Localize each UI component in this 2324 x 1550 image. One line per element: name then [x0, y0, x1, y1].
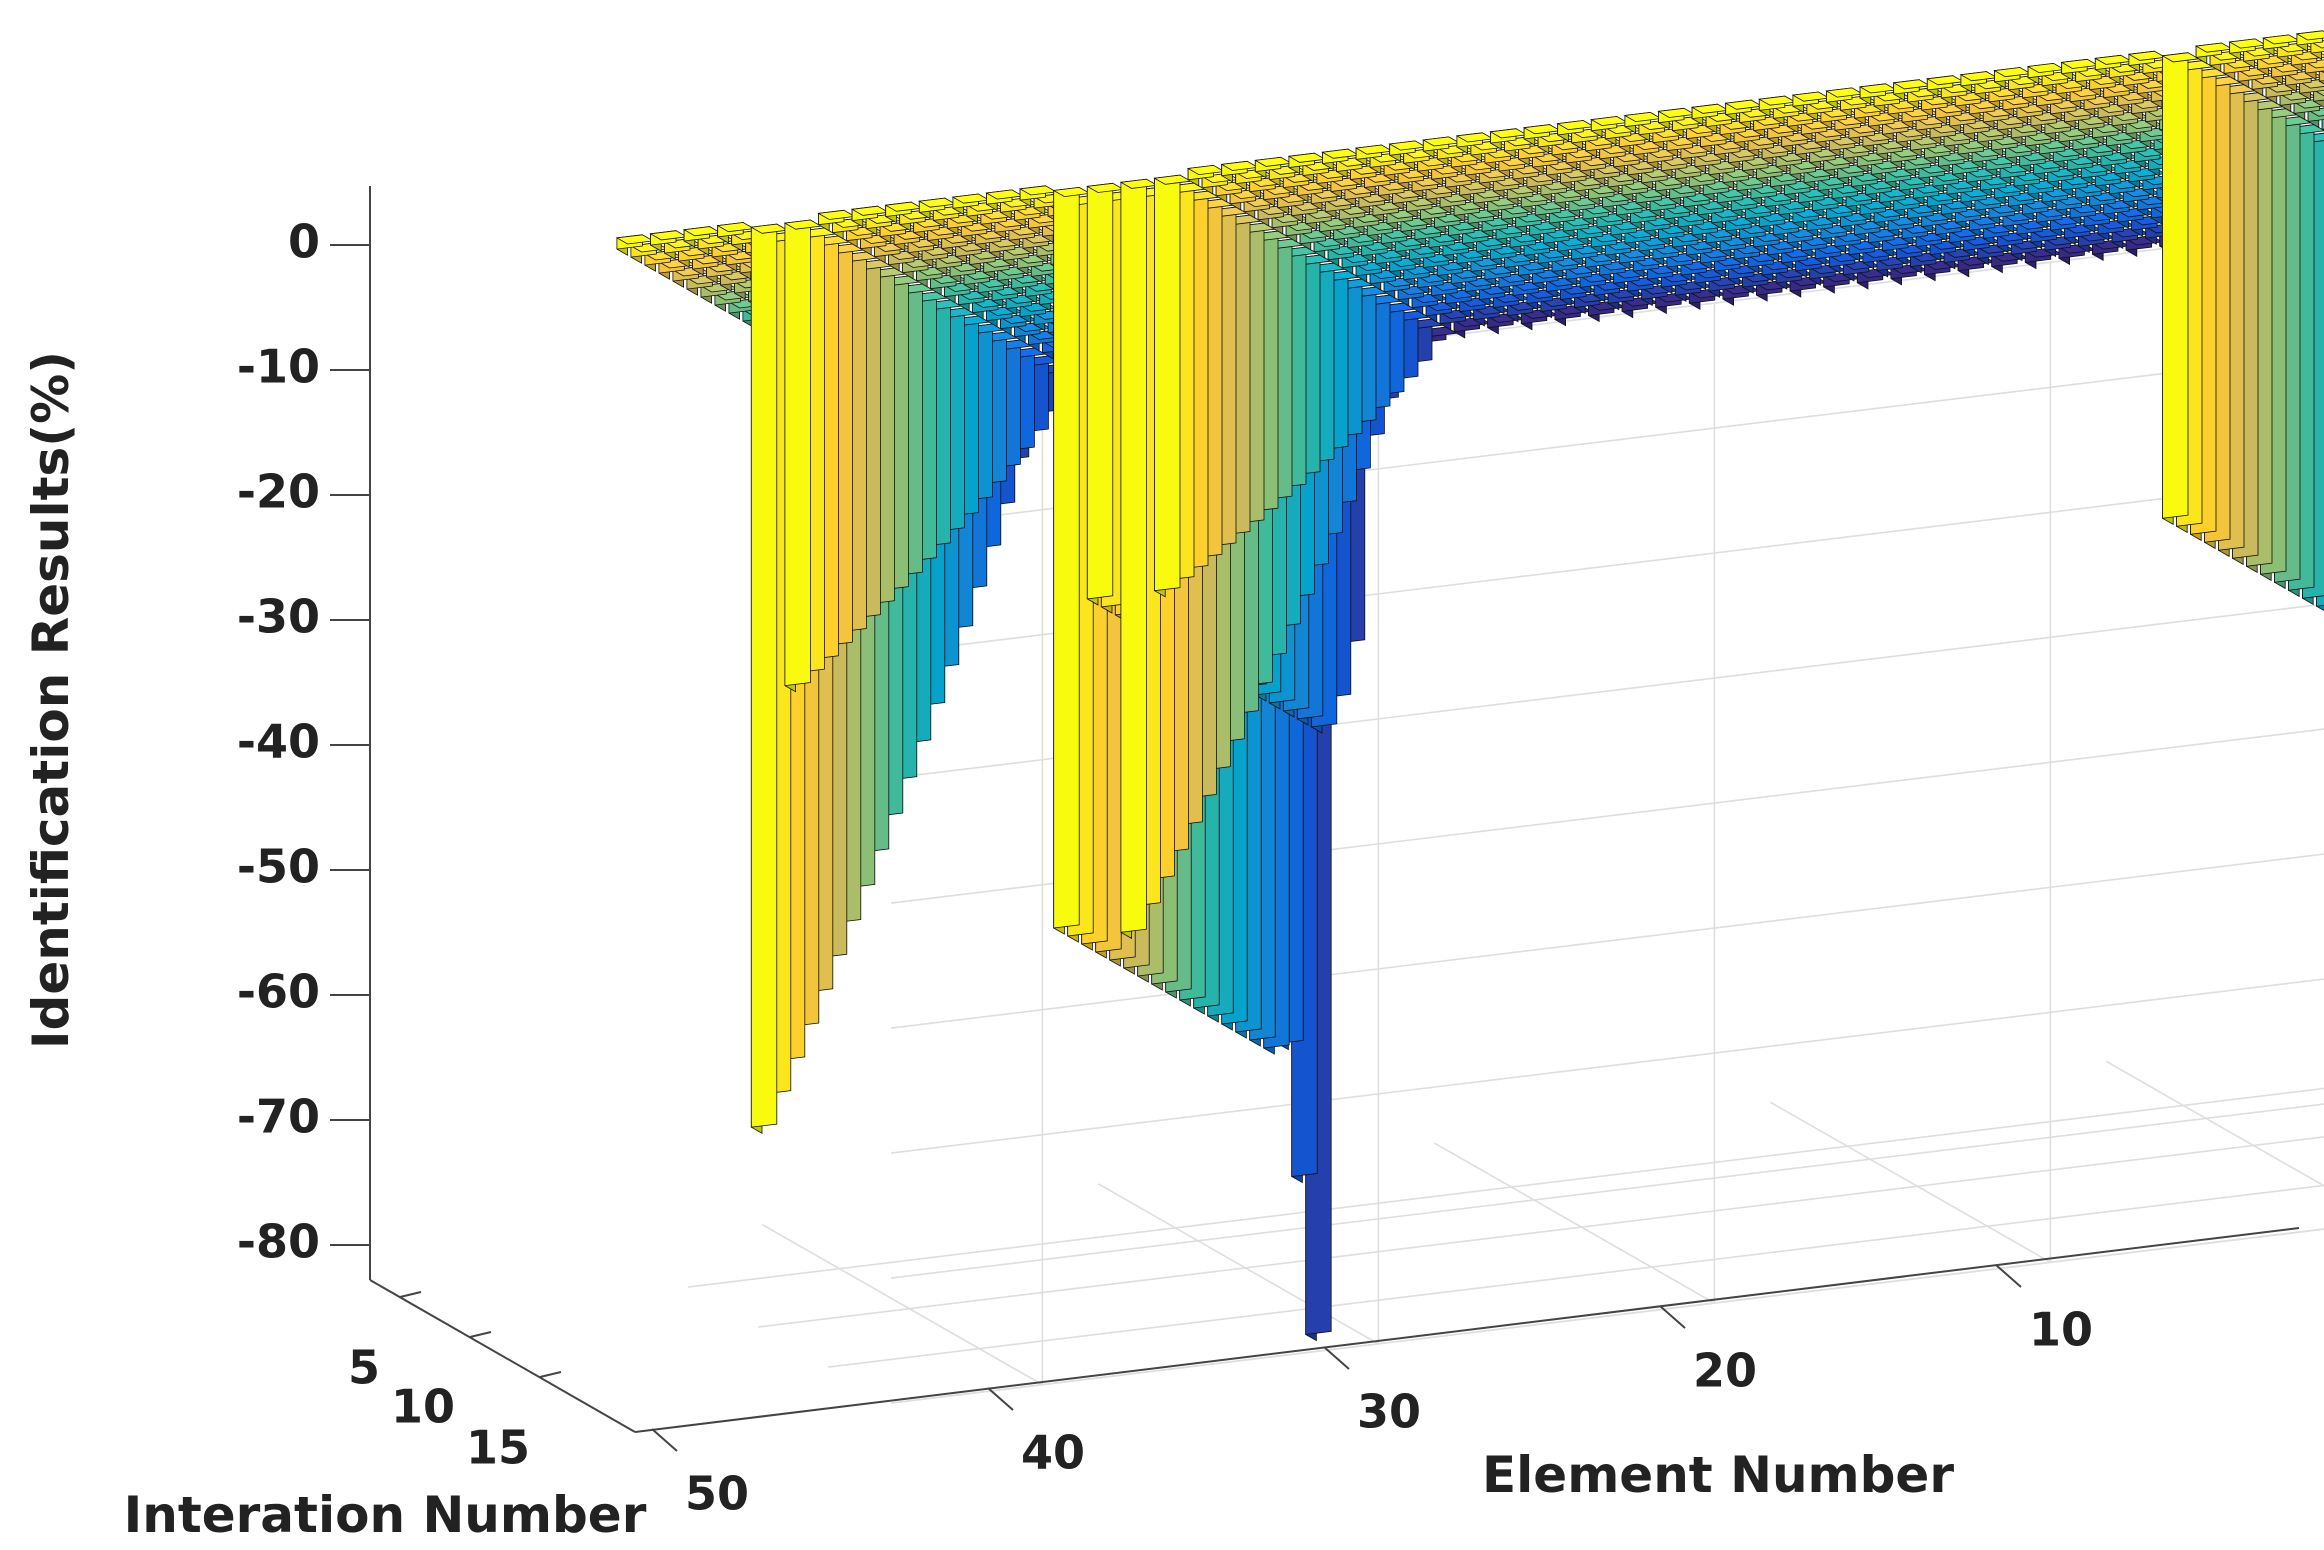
axes — [369, 186, 2300, 1433]
z-tick-label: -10 — [237, 340, 320, 394]
bar — [1892, 79, 1932, 101]
bar — [2194, 42, 2234, 65]
bar — [2094, 54, 2133, 77]
bar — [1828, 135, 1867, 158]
y-ticks: 5 10 15 — [348, 1291, 562, 1475]
x-tick-label: 30 — [1357, 1385, 1421, 1439]
y-axis-line — [369, 1279, 636, 1433]
bar — [1489, 128, 1528, 150]
bar — [1825, 87, 1864, 109]
bar — [2060, 58, 2100, 81]
bars — [615, 30, 2324, 1342]
z-tick-label: -40 — [237, 715, 320, 769]
bar — [817, 209, 856, 232]
bar — [750, 223, 789, 1134]
bar — [1153, 174, 1192, 598]
z-tick-label: -70 — [237, 1090, 320, 1144]
bar — [1556, 120, 1596, 142]
bar — [1623, 111, 1663, 134]
bar — [1321, 148, 1360, 171]
bar — [1993, 67, 2032, 89]
bar — [716, 222, 756, 244]
bar — [682, 226, 722, 248]
bar — [1522, 124, 1562, 146]
z-tick-label: 0 — [288, 215, 320, 269]
bar — [850, 205, 890, 228]
bar — [783, 219, 823, 693]
z-ticks: 0 -10 -20 -30 -40 -50 -60 -70 -80 — [237, 215, 370, 1269]
bar — [1220, 160, 1260, 183]
x-tick-label: 10 — [2029, 1303, 2093, 1357]
bar — [1354, 144, 1394, 167]
bar — [1590, 116, 1629, 138]
bar — [2161, 52, 2200, 526]
z-tick-label: -60 — [237, 965, 320, 1019]
bar — [2228, 38, 2268, 61]
y-axis-title: Interation Number — [124, 1486, 647, 1544]
bar — [1858, 83, 1898, 105]
bar — [1052, 186, 1092, 935]
bar — [985, 189, 1024, 211]
bar — [615, 234, 655, 256]
bar — [1455, 132, 1495, 154]
z-tick-label: -50 — [237, 840, 320, 894]
y-tick-label: 15 — [466, 1421, 530, 1475]
bar — [1758, 95, 1797, 118]
bar — [1287, 152, 1327, 175]
y-tick-label: 10 — [391, 1380, 455, 1434]
x-ticks: 10 20 30 40 50 — [651, 1264, 2093, 1521]
bar — [2026, 62, 2066, 85]
bar — [2127, 50, 2167, 73]
bar — [1119, 178, 1159, 940]
bar — [1254, 156, 1293, 179]
bar — [1657, 107, 1696, 130]
x-axis-line — [634, 1227, 2300, 1433]
bar — [1086, 182, 1125, 606]
bar — [1724, 99, 1764, 122]
x-tick-label: 40 — [1021, 1426, 1085, 1480]
bar — [884, 201, 924, 224]
bar — [1690, 103, 1730, 126]
bar — [1791, 91, 1831, 114]
bar — [1186, 164, 1226, 187]
bar — [2262, 34, 2301, 56]
bar — [1388, 140, 1428, 163]
bar — [951, 193, 991, 216]
z-tick-label: -30 — [237, 590, 320, 644]
bar — [649, 230, 688, 252]
bar — [1959, 71, 1999, 93]
y-tick-label: 5 — [348, 1341, 380, 1395]
x-tick-label: 50 — [685, 1467, 749, 1521]
bar — [1422, 136, 1461, 158]
z-tick-label: -20 — [237, 465, 320, 519]
x-axis-title: Element Number — [1482, 1446, 1954, 1504]
bar — [918, 197, 957, 220]
z-axis-title: Identification Results(%) — [22, 351, 80, 1049]
grid-lines — [688, 228, 2324, 1404]
bar — [1926, 75, 1965, 97]
bar — [2295, 30, 2324, 52]
bar — [1018, 185, 1058, 207]
x-tick-label: 20 — [1693, 1344, 1757, 1398]
z-tick-label: -80 — [237, 1215, 320, 1269]
